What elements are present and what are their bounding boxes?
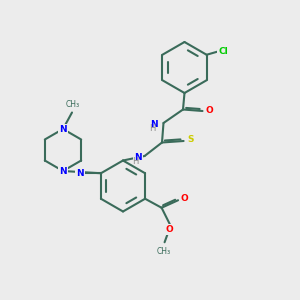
Text: S: S xyxy=(188,135,194,144)
Text: N: N xyxy=(76,169,84,178)
Text: O: O xyxy=(181,194,189,203)
Text: N: N xyxy=(151,120,158,129)
Text: H: H xyxy=(132,157,138,166)
Text: N: N xyxy=(59,124,67,134)
Text: O: O xyxy=(205,106,213,115)
Text: N: N xyxy=(134,153,142,162)
Text: Cl: Cl xyxy=(218,47,228,56)
Text: H: H xyxy=(149,124,155,133)
Text: CH₃: CH₃ xyxy=(157,247,171,256)
Text: CH₃: CH₃ xyxy=(65,100,80,109)
Text: N: N xyxy=(59,167,67,176)
Text: O: O xyxy=(165,225,173,234)
